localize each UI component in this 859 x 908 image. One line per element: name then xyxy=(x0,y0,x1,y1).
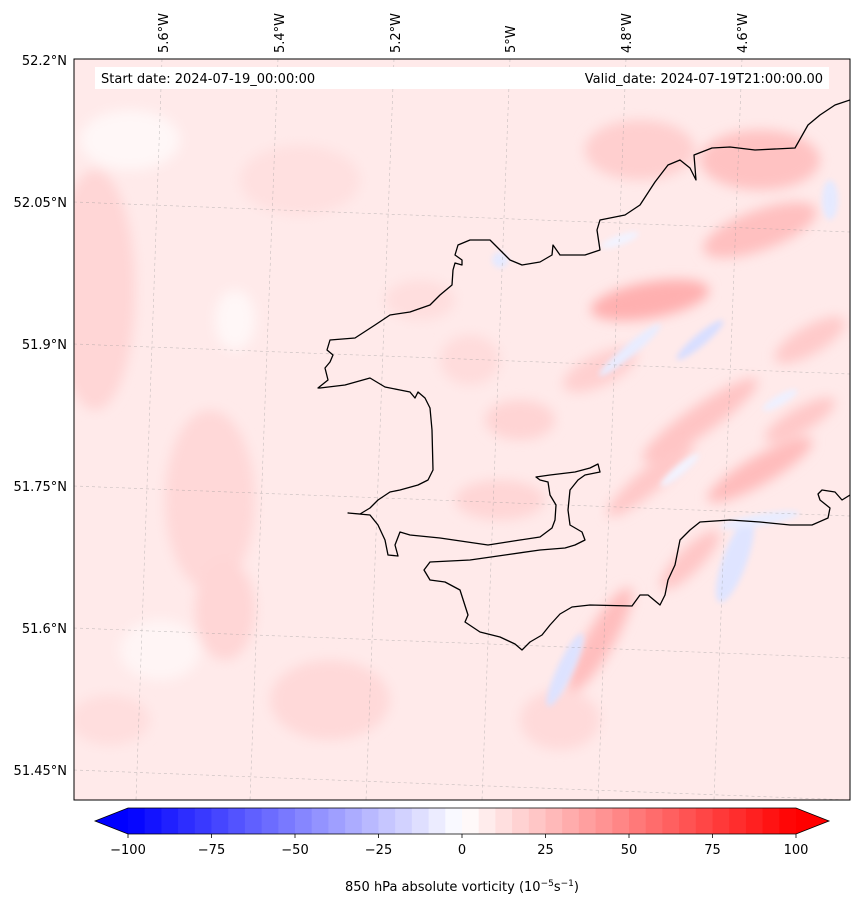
colorbar-segment xyxy=(211,808,229,834)
colorbar-segment xyxy=(612,808,630,834)
colorbar-segment xyxy=(729,808,747,834)
colorbar-segment xyxy=(144,808,162,834)
colorbar-tick-label: 50 xyxy=(621,843,638,858)
colorbar-segment xyxy=(228,808,246,834)
colorbar-tick-label: −100 xyxy=(110,843,146,858)
colorbar-segment xyxy=(528,808,547,834)
colorbar-segment xyxy=(578,808,597,834)
lon-label: 4.6°W xyxy=(736,13,751,53)
colorbar-segment xyxy=(244,808,263,834)
colorbar-segment xyxy=(445,808,463,834)
colorbar-segment xyxy=(411,808,430,834)
colorbar-segment xyxy=(562,808,580,834)
coastline-north xyxy=(317,99,850,651)
longitude-labels: 5.6°W 5.4°W 5.2°W 5°W 4.8°W 4.6°W xyxy=(157,13,751,53)
lat-label: 51.75°N xyxy=(14,480,67,495)
colorbar-title: 850 hPa absolute vorticity (10−5s−1) xyxy=(345,879,579,895)
lat-label: 52.2°N xyxy=(22,54,67,69)
lon-label: 5.6°W xyxy=(157,13,172,53)
colorbar-tick-label: 100 xyxy=(784,843,809,858)
map-frame xyxy=(73,58,851,801)
colorbar-segment xyxy=(345,808,363,834)
colorbar-segment xyxy=(645,808,663,834)
colorbar-tick-label: 25 xyxy=(537,843,554,858)
colorbar-segment xyxy=(161,808,179,834)
colorbar-segment xyxy=(629,808,647,834)
colorbar-tick-label: 75 xyxy=(704,843,721,858)
colorbar-segment xyxy=(712,808,730,834)
colorbar-tick-label: 0 xyxy=(458,843,466,858)
info-bar xyxy=(95,67,829,89)
colorbar-segment xyxy=(779,808,797,834)
colorbar-segment xyxy=(194,808,213,834)
colorbar-segment xyxy=(679,808,697,834)
colorbar-tick-label: −75 xyxy=(198,843,225,858)
lat-label: 52.05°N xyxy=(14,196,67,211)
lon-label: 5°W xyxy=(504,25,519,53)
colorbar-tick-label: −25 xyxy=(365,843,392,858)
colorbar-segments xyxy=(128,808,797,834)
colorbar-segment xyxy=(662,808,680,834)
colorbar: −100 −75 −50 −25 0 25 50 75 100 850 hPa absolute… xyxy=(93,807,831,895)
colorbar-segment xyxy=(512,808,530,834)
colorbar-extend-max xyxy=(796,808,829,834)
latitude-labels: 52.2°N 52.05°N 51.9°N 51.75°N 51.6°N 51.… xyxy=(14,54,67,779)
map-panel: Start date: 2024-07-19_00:00:00 Valid_da… xyxy=(73,58,851,801)
colorbar-extend-min xyxy=(95,808,128,834)
colorbar-segment xyxy=(545,808,563,834)
colorbar-segment xyxy=(478,808,496,834)
coastline xyxy=(317,99,850,651)
colorbar-tick-label: −50 xyxy=(281,843,308,858)
colorbar-segment xyxy=(695,808,714,834)
colorbar-segment xyxy=(311,808,329,834)
colorbar-segment xyxy=(328,808,346,834)
lon-label: 5.4°W xyxy=(273,13,288,53)
lon-label: 5.2°W xyxy=(389,13,404,53)
colorbar-segment xyxy=(178,808,196,834)
colorbar-segment xyxy=(595,808,613,834)
colorbar-segment xyxy=(745,808,764,834)
colorbar-segment xyxy=(361,808,380,834)
colorbar-segment xyxy=(395,808,413,834)
vorticity-negative-streaks xyxy=(492,180,838,707)
start-date-label: Start date: 2024-07-19_00:00:00 xyxy=(101,72,315,87)
colorbar-segment xyxy=(295,808,313,834)
colorbar-segment xyxy=(128,808,146,834)
colorbar-segment xyxy=(462,808,480,834)
colorbar-segment xyxy=(428,808,446,834)
lon-label: 4.8°W xyxy=(620,13,635,53)
valid-date-label: Valid_date: 2024-07-19T21:00:00.00 xyxy=(585,72,823,87)
colorbar-segment xyxy=(378,808,396,834)
colorbar-segment xyxy=(495,808,513,834)
colorbar-segment xyxy=(278,808,296,834)
colorbar-segment xyxy=(762,808,780,834)
colorbar-segment xyxy=(261,808,279,834)
lat-label: 51.9°N xyxy=(22,338,67,353)
lat-label: 51.45°N xyxy=(14,764,67,779)
lat-label: 51.6°N xyxy=(22,622,67,637)
vorticity-field xyxy=(74,110,846,750)
colorbar-ticks: −100 −75 −50 −25 0 25 50 75 100 xyxy=(110,834,808,858)
